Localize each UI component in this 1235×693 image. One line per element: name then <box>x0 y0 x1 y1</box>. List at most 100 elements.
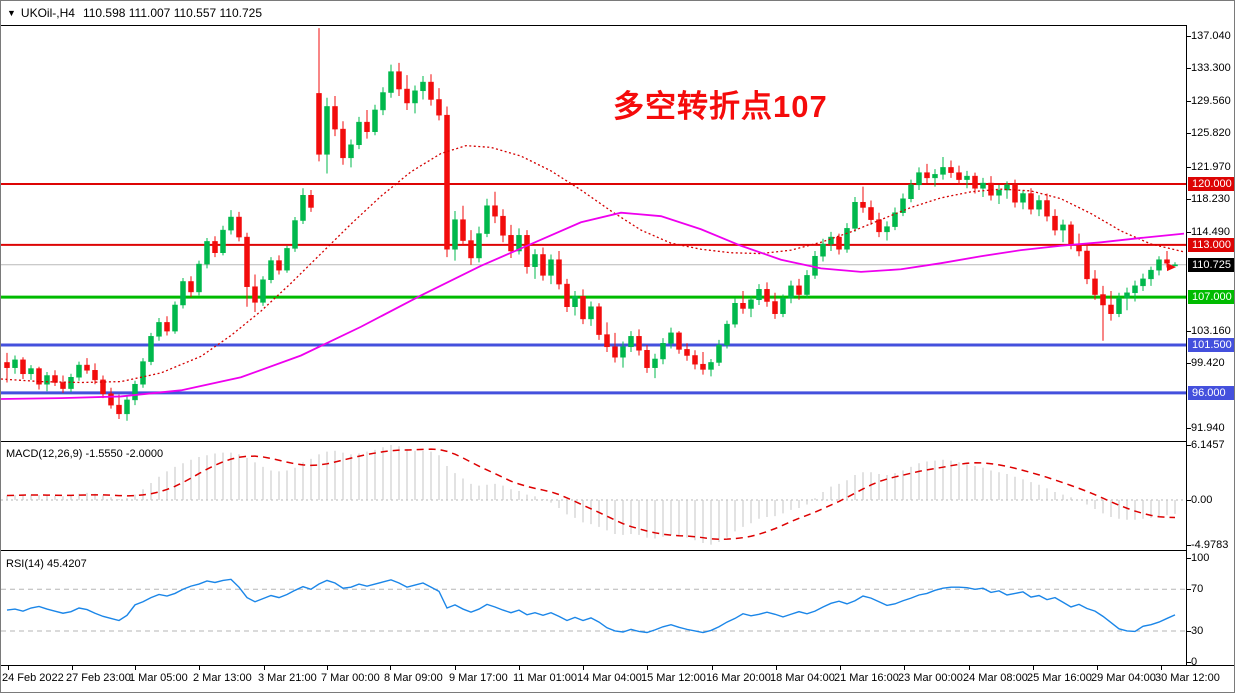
candle-body <box>1020 193 1026 203</box>
candle-body <box>1124 292 1130 299</box>
candle-body <box>1092 278 1098 295</box>
candle-body <box>804 275 810 295</box>
candle-body <box>652 358 658 368</box>
rsi-plot[interactable] <box>1 555 1186 665</box>
candle-body <box>564 283 570 307</box>
candle-body <box>796 285 802 295</box>
candle-body <box>556 259 562 285</box>
candle-body <box>812 255 818 276</box>
candle-body <box>252 286 258 303</box>
candle-body <box>452 219 458 250</box>
candle-body <box>956 172 962 180</box>
price-tick-label: 121.970 <box>1191 161 1231 173</box>
candle-body <box>868 207 874 220</box>
price-tag-blue: 96.000 <box>1188 386 1234 400</box>
price-tick-label: 137.040 <box>1191 30 1231 42</box>
time-axis[interactable]: 24 Feb 2022 27 Feb 23:00 1 Mar 05:00 2 Mar … <box>1 665 1234 692</box>
date-label: 9 Mar 17:00 <box>449 672 508 684</box>
price-tick-mark <box>1187 199 1191 200</box>
price-axis-border <box>1186 26 1187 665</box>
date-tick-mark <box>72 666 73 670</box>
rsi-tick-mark <box>1187 631 1191 632</box>
price-tick-mark <box>1187 232 1191 233</box>
candle-body <box>92 370 98 381</box>
candle-body <box>1100 294 1106 306</box>
date-label: 16 Mar 20:00 <box>706 672 771 684</box>
macd-pane[interactable]: MACD(12,26,9) -1.5550 -2.0000 <box>1 445 1186 550</box>
price-tick-mark <box>1187 36 1191 37</box>
date-label: 25 Mar 16:00 <box>1027 672 1092 684</box>
candle-body <box>1172 264 1178 267</box>
date-label: 18 Mar 04:00 <box>770 672 835 684</box>
candle-body <box>1060 224 1066 231</box>
candle-body <box>244 236 250 287</box>
candle-body <box>20 359 26 375</box>
candle-body <box>140 361 146 385</box>
candle-body <box>60 382 66 389</box>
candle-body <box>940 167 946 175</box>
candle-body <box>1140 278 1146 287</box>
candle-body <box>924 172 930 179</box>
candle-body <box>820 243 826 257</box>
main-chart-pane[interactable] <box>1 26 1186 441</box>
price-tick-label: 114.490 <box>1191 226 1230 238</box>
date-tick-mark <box>647 666 648 670</box>
date-tick-mark <box>1033 666 1034 670</box>
candle-body <box>1164 259 1170 264</box>
candle-body <box>1052 215 1058 231</box>
candle-body <box>692 355 698 365</box>
candle-body <box>76 364 82 378</box>
candle-body <box>644 350 650 368</box>
candle-body <box>148 336 154 362</box>
candle-body <box>748 299 754 309</box>
candle-body <box>1132 285 1138 294</box>
candle-body <box>332 106 338 130</box>
price-tick-label: 125.820 <box>1191 127 1231 139</box>
date-tick-mark <box>135 666 136 670</box>
candle-body <box>948 167 954 173</box>
date-tick-mark <box>583 666 584 670</box>
candle-body <box>684 349 690 356</box>
rsi-tick-mark <box>1187 662 1191 663</box>
price-tick-mark <box>1187 331 1191 332</box>
chart-annotation-text: 多空转折点107 <box>613 89 828 124</box>
candle-body <box>44 375 50 385</box>
candle-body <box>1156 259 1162 271</box>
candle-body <box>388 71 394 93</box>
price-tick-label: 129.560 <box>1191 95 1231 107</box>
price-axis[interactable]: 137.040 133.300 129.560 125.820 121.970 118.2… <box>1187 1 1234 668</box>
candle-body <box>1012 184 1018 203</box>
candle-body <box>300 195 306 221</box>
candle-body <box>276 260 282 271</box>
candle-body <box>548 259 554 276</box>
candle-body <box>780 297 786 314</box>
candle-body <box>844 228 850 250</box>
candle-body <box>604 334 610 348</box>
date-tick-mark <box>969 666 970 670</box>
rsi-pane[interactable]: RSI(14) 45.4207 <box>1 555 1186 665</box>
candle-body <box>100 379 106 395</box>
price-tick-label: 118.230 <box>1191 193 1230 205</box>
candle-body <box>404 88 410 104</box>
date-tick-mark <box>390 666 391 670</box>
price-tick-mark <box>1187 428 1191 429</box>
price-tag-red: 113.000 <box>1188 238 1234 252</box>
candle-body <box>28 368 34 375</box>
main-chart-plot[interactable] <box>1 26 1186 441</box>
candle-body <box>516 235 522 252</box>
candle-body <box>116 404 122 415</box>
macd-plot[interactable] <box>1 445 1186 550</box>
candle-body <box>772 301 778 314</box>
candle-body <box>524 235 530 267</box>
date-label: 27 Feb 23:00 <box>66 672 131 684</box>
price-tag-black: 110.725 <box>1188 258 1234 272</box>
macd-tick-mark <box>1187 545 1191 546</box>
symbol-header[interactable]: ▼ UKOil-,H4 110.598 111.007 110.557 110.… <box>1 1 1191 26</box>
macd-tick-mark <box>1187 500 1191 501</box>
price-tag-red: 120.000 <box>1188 177 1234 191</box>
symbol-dropdown-icon[interactable]: ▼ <box>7 8 16 18</box>
candle-body <box>500 215 506 236</box>
candle-body <box>708 362 714 370</box>
candle-body <box>876 219 882 233</box>
date-label: 29 Mar 04:00 <box>1091 672 1156 684</box>
